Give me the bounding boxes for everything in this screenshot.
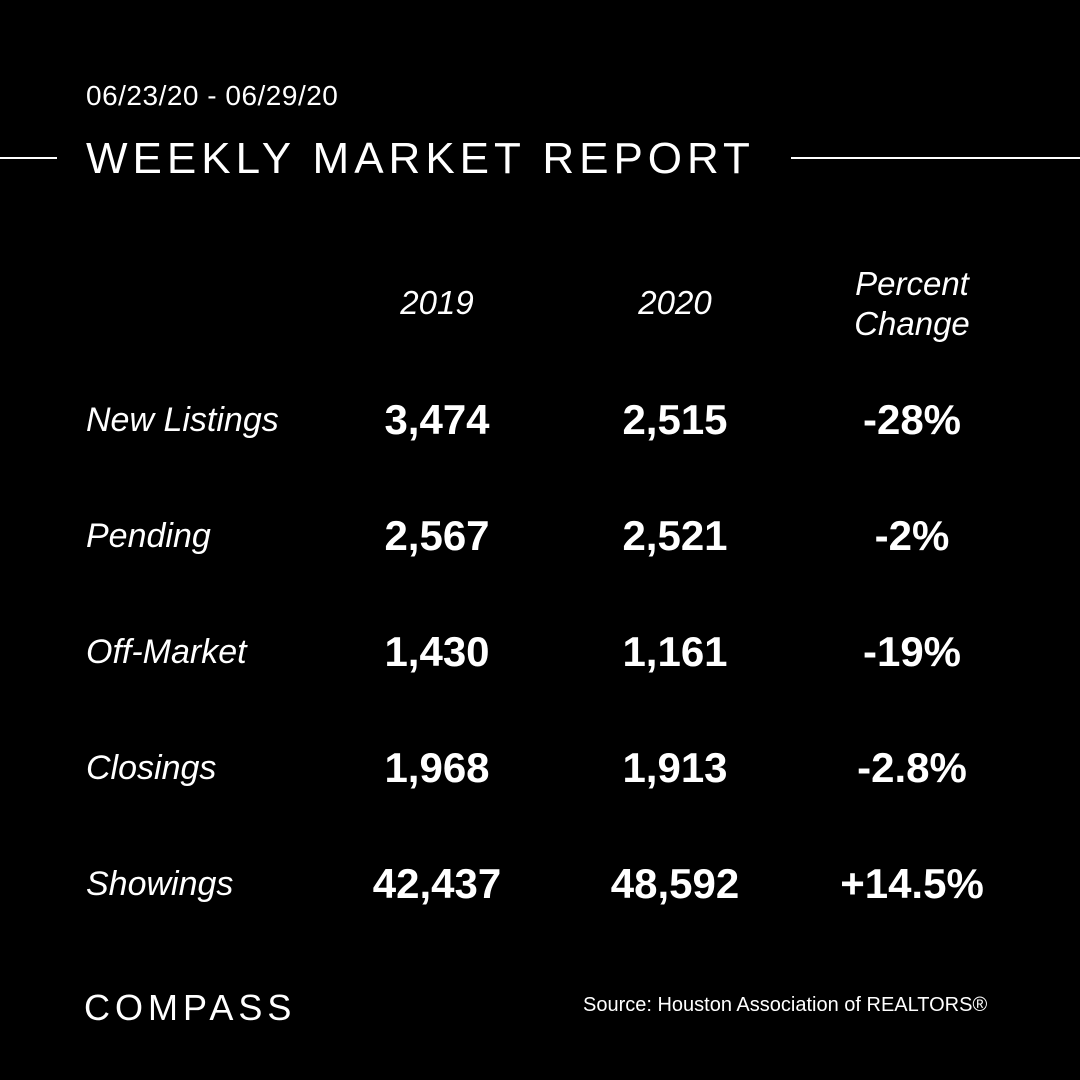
cell-showings-2019: 42,437 <box>372 860 502 907</box>
column-header-percent-line: Percent <box>855 265 969 302</box>
cell-pending-2020: 2,521 <box>622 512 728 559</box>
row-label-closings: Closings <box>86 749 217 787</box>
row-label-showings: Showings <box>86 865 234 903</box>
compass-logo: COMPASS <box>84 987 297 1028</box>
cell-new-listings-2019: 3,474 <box>384 396 490 443</box>
cell-pending-change: -2% <box>874 512 950 559</box>
cell-closings-2019: 1,968 <box>384 744 490 791</box>
cell-pending-2019: 2,567 <box>384 512 490 559</box>
cell-off-market-2019: 1,430 <box>384 628 490 675</box>
report-title: WEEKLY MARKET REPORT <box>86 134 755 183</box>
cell-showings-2020: 48,592 <box>610 860 740 907</box>
title-rule-right <box>791 157 1080 159</box>
column-header-2020: 2020 <box>638 284 712 321</box>
source-credit: Source: Houston Association of REALTORS® <box>583 994 988 1016</box>
cell-closings-change: -2.8% <box>857 744 967 791</box>
row-label-off-market: Off-Market <box>86 633 247 671</box>
cell-closings-2020: 1,913 <box>622 744 728 791</box>
column-header-change-line: Change <box>854 305 970 342</box>
cell-new-listings-change: -28% <box>862 396 962 443</box>
cell-off-market-2020: 1,161 <box>622 628 728 675</box>
cell-new-listings-2020: 2,515 <box>622 396 728 443</box>
column-header-2019: 2019 <box>400 284 474 321</box>
date-range: 06/23/20 - 06/29/20 <box>86 80 339 111</box>
column-header-percent-change: Percent Change <box>802 264 1022 344</box>
cell-off-market-change: -19% <box>862 628 962 675</box>
title-rule-left <box>0 157 57 159</box>
row-label-new-listings: New Listings <box>86 401 279 439</box>
row-label-pending: Pending <box>86 517 211 555</box>
cell-showings-change: +14.5% <box>840 860 984 907</box>
